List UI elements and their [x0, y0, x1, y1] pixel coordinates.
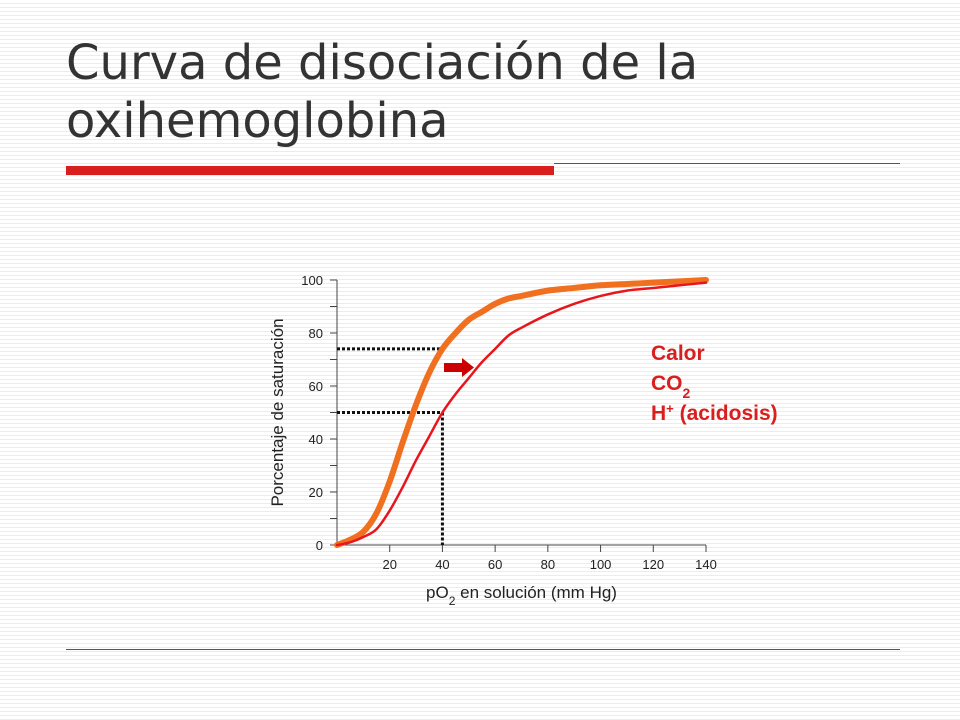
x-tick-label: 140	[695, 557, 717, 572]
x-axis-title: pO2 en solución (mm Hg)	[426, 583, 617, 608]
factor-label: Calor	[651, 342, 705, 365]
y-tick-label: 100	[301, 273, 323, 288]
x-tick-label: 20	[382, 557, 396, 572]
curve-shifted-left	[334, 277, 709, 548]
title-underline	[66, 166, 554, 175]
curve-normal	[335, 281, 708, 547]
y-tick-label: 80	[309, 326, 323, 341]
x-tick-label: 100	[590, 557, 612, 572]
x-tick-label: 60	[488, 557, 502, 572]
y-axis-title: Porcentaje de saturación	[268, 318, 287, 506]
x-tick-label: 40	[435, 557, 449, 572]
y-tick-label: 0	[316, 538, 323, 553]
title-rule	[554, 163, 900, 164]
shift-arrow-head	[462, 358, 474, 377]
y-tick-label: 40	[309, 432, 323, 447]
factor-label: H+ (acidosis)	[651, 401, 778, 426]
y-tick-label: 20	[309, 485, 323, 500]
factor-label: CO2	[651, 372, 691, 401]
y-tick-label: 60	[309, 379, 323, 394]
shift-arrow-shaft	[444, 363, 464, 372]
page-title: Curva de disociación de la oxihemoglobin…	[66, 35, 699, 149]
bottom-rule	[66, 649, 900, 650]
x-tick-label: 80	[541, 557, 555, 572]
x-tick-label: 120	[642, 557, 664, 572]
